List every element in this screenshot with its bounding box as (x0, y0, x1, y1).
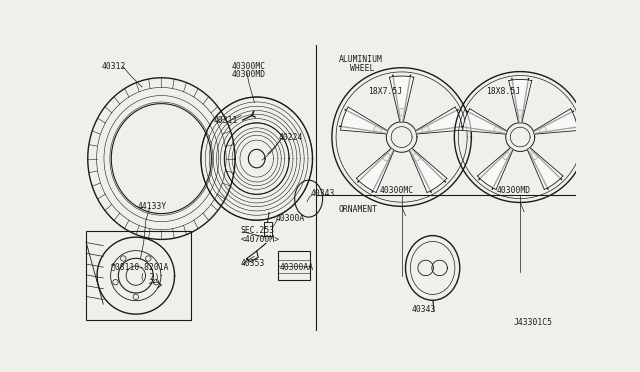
Text: 18X7.5J: 18X7.5J (368, 87, 403, 96)
Text: 40353: 40353 (241, 259, 265, 268)
Polygon shape (527, 148, 563, 189)
Text: Ⓑ: Ⓑ (111, 263, 115, 270)
Text: °08110-8201A: °08110-8201A (111, 263, 170, 272)
Circle shape (502, 153, 510, 160)
Text: 40300A: 40300A (275, 214, 305, 223)
Polygon shape (463, 109, 506, 134)
Circle shape (383, 153, 390, 161)
Polygon shape (356, 149, 394, 193)
Circle shape (120, 256, 126, 261)
Text: 40343: 40343 (412, 305, 436, 314)
Text: 40300MC: 40300MC (380, 186, 414, 195)
Text: 40311: 40311 (213, 116, 237, 125)
Text: 40343: 40343 (311, 189, 335, 198)
Text: 40300MD: 40300MD (232, 70, 266, 79)
Polygon shape (410, 149, 447, 193)
Text: ( 2): ( 2) (140, 273, 159, 282)
Circle shape (516, 110, 524, 117)
Circle shape (539, 126, 547, 133)
Polygon shape (416, 107, 463, 134)
Polygon shape (340, 107, 387, 134)
Circle shape (494, 126, 501, 133)
Polygon shape (477, 148, 513, 189)
Circle shape (413, 153, 420, 161)
Circle shape (113, 279, 118, 285)
Circle shape (133, 294, 138, 299)
Circle shape (531, 153, 538, 160)
Polygon shape (509, 81, 532, 122)
Text: 40300AA: 40300AA (280, 263, 314, 272)
Text: WHEEL: WHEEL (349, 64, 374, 73)
Text: 44133Y: 44133Y (138, 202, 168, 212)
Polygon shape (534, 109, 578, 134)
Text: 40300MC: 40300MC (232, 62, 266, 71)
Polygon shape (389, 77, 414, 121)
Bar (86, 231, 191, 320)
Text: ORNAMENT: ORNAMENT (339, 205, 378, 214)
Text: 40224: 40224 (278, 133, 303, 142)
Circle shape (374, 125, 381, 133)
Text: J43301C5: J43301C5 (514, 318, 553, 327)
Text: SEC.253: SEC.253 (241, 225, 275, 235)
Bar (278, 251, 310, 280)
Text: <40700M>: <40700M> (241, 235, 280, 244)
Text: 40312: 40312 (102, 62, 126, 71)
Circle shape (146, 256, 151, 261)
Circle shape (398, 108, 406, 116)
Circle shape (154, 279, 159, 285)
Text: 40300MD: 40300MD (496, 186, 531, 195)
Text: 18X8.5J: 18X8.5J (486, 87, 520, 96)
Text: ALUMINIUM: ALUMINIUM (339, 55, 383, 64)
Circle shape (422, 125, 429, 133)
